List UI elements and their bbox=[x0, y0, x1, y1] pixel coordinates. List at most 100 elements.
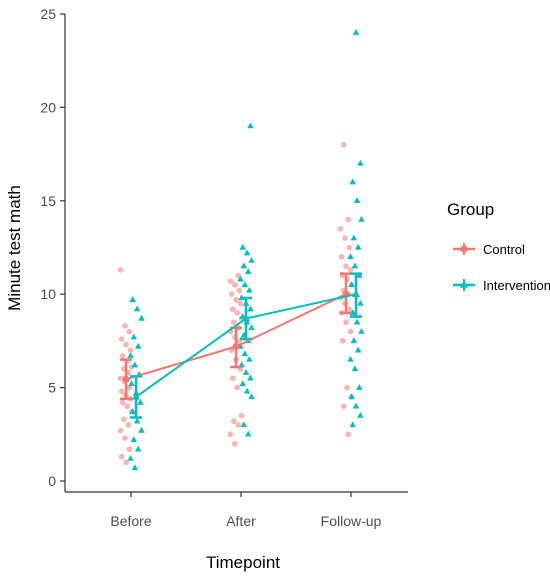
data-point-intervention bbox=[133, 417, 141, 424]
data-point-intervention bbox=[246, 286, 253, 293]
data-point-intervention bbox=[352, 402, 360, 409]
data-point-intervention bbox=[247, 374, 254, 381]
data-point-intervention bbox=[357, 411, 364, 418]
data-point-intervention bbox=[244, 268, 252, 275]
mean-marker-intervention bbox=[132, 392, 140, 400]
data-point-control bbox=[343, 319, 349, 326]
data-point-intervention bbox=[353, 318, 361, 325]
data-point-control bbox=[125, 422, 131, 428]
data-point-control bbox=[346, 306, 353, 312]
data-point-intervention bbox=[348, 393, 355, 400]
data-point-intervention bbox=[242, 369, 250, 375]
data-point-control bbox=[227, 278, 234, 284]
data-point-intervention bbox=[134, 445, 142, 452]
data-point-intervention bbox=[349, 421, 356, 428]
data-point-intervention bbox=[237, 275, 244, 282]
data-point-control bbox=[123, 341, 129, 348]
data-point-control bbox=[122, 435, 128, 441]
data-point-intervention bbox=[246, 355, 253, 362]
data-point-intervention bbox=[239, 380, 246, 387]
x-tick-label: Before bbox=[110, 513, 151, 529]
data-point-intervention bbox=[356, 383, 363, 390]
data-point-intervention bbox=[243, 249, 251, 256]
data-point-control bbox=[344, 384, 350, 391]
legend-label: Intervention bbox=[483, 278, 550, 293]
data-point-intervention bbox=[247, 122, 254, 129]
legend-label: Control bbox=[483, 242, 525, 257]
y-tick-label: 20 bbox=[40, 99, 56, 115]
data-point-control bbox=[234, 310, 240, 316]
data-point-control bbox=[229, 375, 236, 382]
data-point-intervention bbox=[349, 178, 356, 185]
y-tick-label: 5 bbox=[48, 380, 56, 396]
data-point-intervention bbox=[134, 342, 142, 349]
data-point-control bbox=[233, 297, 239, 303]
data-point-control bbox=[127, 347, 134, 354]
data-point-control bbox=[345, 216, 352, 223]
data-point-intervention bbox=[130, 436, 138, 443]
data-point-intervention bbox=[129, 296, 136, 303]
data-point-intervention bbox=[131, 464, 139, 471]
mean-marker-intervention bbox=[352, 289, 360, 297]
data-point-control bbox=[341, 141, 347, 148]
data-point-intervention bbox=[244, 430, 252, 437]
y-axis-title: Minute test math bbox=[5, 185, 24, 311]
points-layer bbox=[117, 29, 365, 471]
data-point-control bbox=[122, 323, 128, 329]
data-point-control bbox=[126, 446, 133, 453]
data-point-control bbox=[342, 235, 348, 241]
data-point-control bbox=[126, 328, 133, 335]
data-point-control bbox=[117, 267, 124, 273]
data-point-intervention bbox=[351, 262, 359, 269]
data-point-intervention bbox=[129, 408, 136, 415]
data-point-intervention bbox=[248, 324, 255, 331]
data-point-intervention bbox=[357, 159, 364, 166]
data-point-control bbox=[231, 319, 237, 326]
y-tick-label: 15 bbox=[40, 193, 56, 209]
data-point-intervention bbox=[347, 355, 354, 362]
data-point-intervention bbox=[350, 234, 358, 241]
data-point-control bbox=[228, 291, 235, 298]
legend: Group Control Intervention bbox=[447, 200, 550, 293]
data-point-control bbox=[347, 267, 354, 273]
data-point-intervention bbox=[354, 243, 362, 250]
data-point-control bbox=[345, 431, 352, 438]
data-point-control bbox=[235, 272, 241, 279]
data-point-intervention bbox=[347, 253, 354, 260]
data-point-intervention bbox=[138, 314, 145, 321]
data-point-intervention bbox=[243, 387, 251, 394]
data-point-intervention bbox=[127, 454, 134, 461]
data-point-control bbox=[343, 263, 349, 269]
data-point-control bbox=[341, 403, 347, 410]
data-point-intervention bbox=[352, 29, 360, 35]
data-point-control bbox=[235, 422, 241, 428]
data-point-control bbox=[339, 338, 346, 344]
data-point-intervention bbox=[138, 426, 145, 433]
data-point-control bbox=[229, 306, 236, 312]
data-point-control bbox=[232, 440, 238, 447]
data-point-control bbox=[118, 388, 125, 395]
data-point-control bbox=[119, 399, 126, 406]
data-point-intervention bbox=[357, 299, 364, 306]
legend-key-triangle bbox=[460, 280, 468, 288]
y-tick-label: 25 bbox=[40, 6, 56, 22]
y-tick-label: 10 bbox=[40, 286, 56, 302]
data-point-control bbox=[231, 418, 237, 425]
data-point-control bbox=[337, 226, 344, 232]
data-point-control bbox=[237, 300, 244, 307]
data-point-control bbox=[234, 384, 240, 391]
data-point-control bbox=[346, 244, 353, 251]
data-point-intervention bbox=[353, 197, 361, 204]
x-tick-label: After bbox=[226, 513, 256, 529]
data-point-control bbox=[232, 282, 238, 288]
data-point-control bbox=[117, 427, 124, 434]
data-point-intervention bbox=[240, 421, 248, 428]
mean-marker-control bbox=[122, 375, 130, 383]
data-point-intervention bbox=[130, 333, 138, 340]
mean-marker-control bbox=[232, 343, 240, 351]
data-point-intervention bbox=[350, 337, 358, 344]
x-axis-title: Timepoint bbox=[206, 553, 280, 572]
data-point-intervention bbox=[241, 281, 249, 288]
data-point-control bbox=[119, 353, 126, 359]
